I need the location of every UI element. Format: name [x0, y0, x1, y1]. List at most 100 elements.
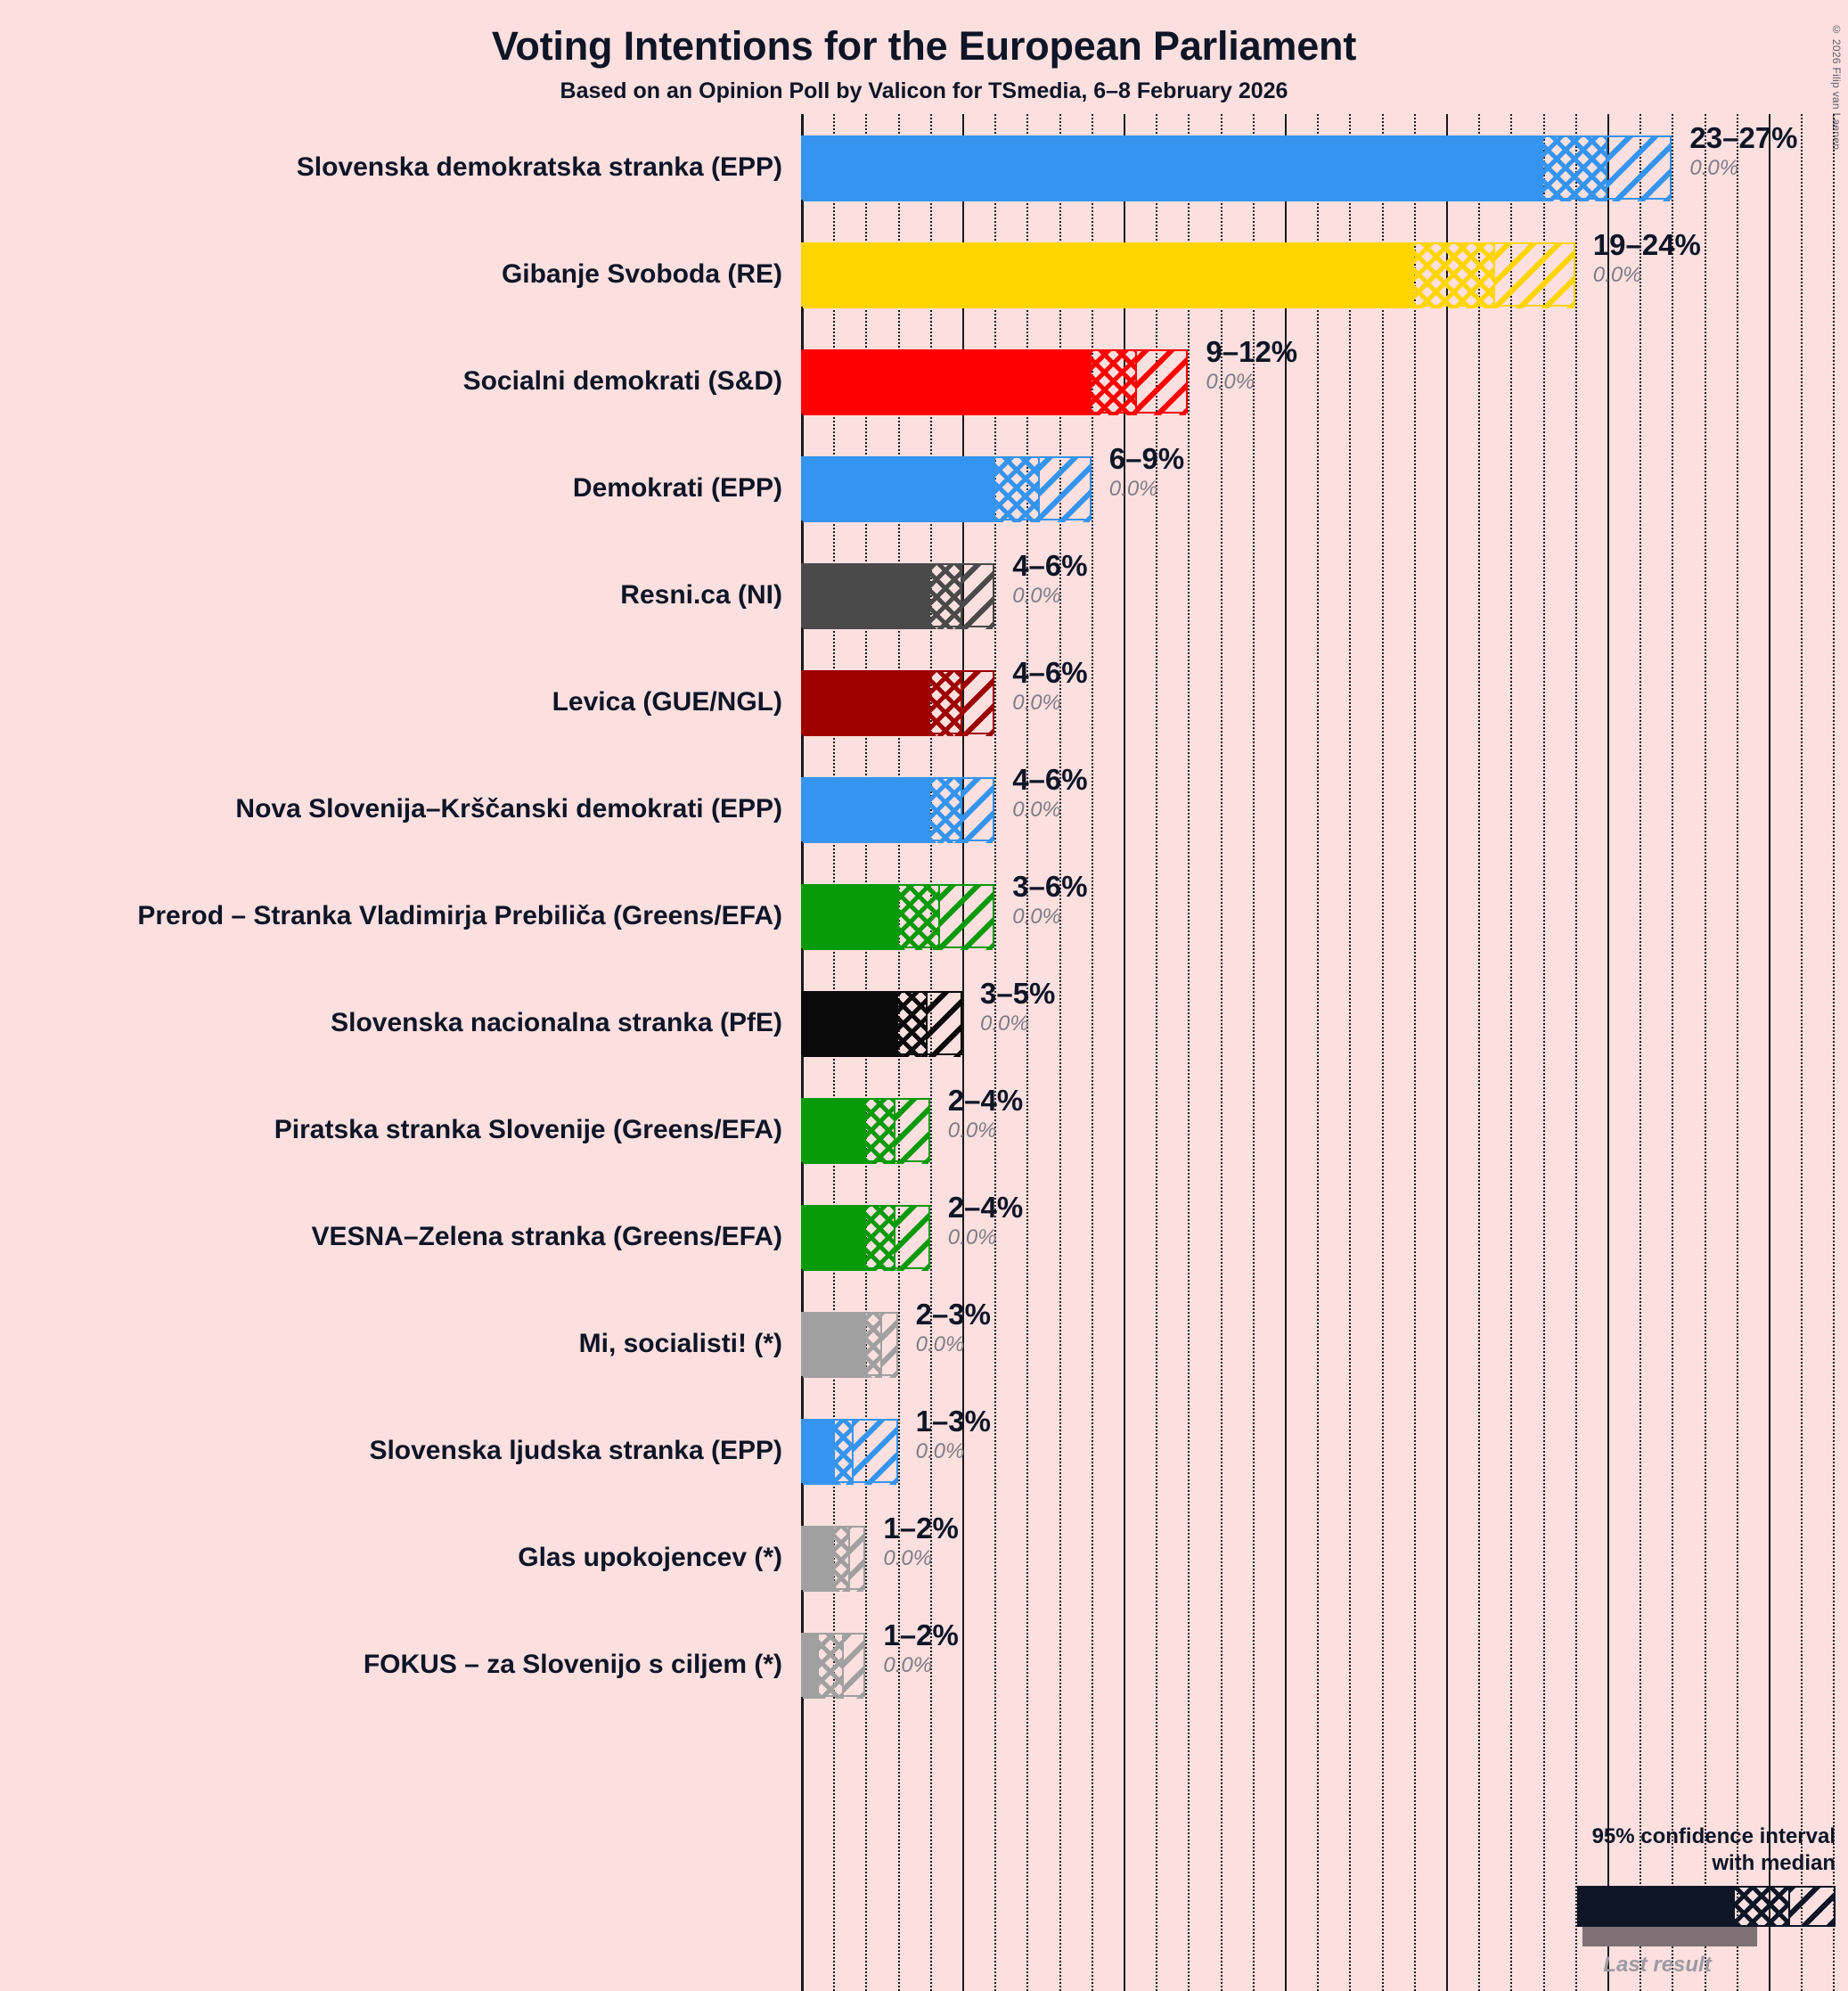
bar-row: FOKUS – za Slovenijo s ciljem (*) 1–2% 0.0… [0, 1611, 1848, 1718]
bar-segment-median-crosshatch [866, 1207, 895, 1271]
gridline-minor [1381, 114, 1384, 1991]
legend-swatches [1479, 1886, 1836, 1950]
bar-range-label: 19–24% [1592, 228, 1701, 261]
gridline-major [1446, 114, 1448, 1991]
bar-segment-solid [803, 458, 995, 522]
gridline-minor [1413, 114, 1416, 1991]
bar-segment-median-crosshatch [1092, 351, 1137, 415]
bar-value-labels: 1–2% 0.0% [883, 1512, 958, 1572]
bar-row-label: Slovenska nacionalna stranka (PfE) [331, 1008, 782, 1037]
bar-last-result-label: 0.0% [1689, 156, 1739, 180]
bar-row: Glas upokojencev (*) 1–2% 0.0% [0, 1504, 1848, 1611]
bar-container [801, 1633, 866, 1699]
bar-range-label: 3–5% [980, 977, 1056, 1010]
bar-value-labels: 1–3% 0.0% [916, 1405, 991, 1465]
bar-segment-upper-diagonal [1136, 351, 1187, 415]
bar-segment-median-crosshatch [866, 1314, 882, 1378]
bar-container [801, 991, 962, 1057]
gridline-minor [1220, 114, 1222, 1991]
bar-container [801, 349, 1189, 415]
bar-range-label: 4–6% [1012, 656, 1088, 689]
confidence-interval-bar [801, 242, 1575, 308]
bar-segment-median-crosshatch [930, 672, 963, 736]
gridline-major [1124, 114, 1125, 1991]
bar-segment-upper-diagonal [895, 1100, 928, 1164]
bar-container [801, 884, 995, 950]
bar-last-result-label: 0.0% [980, 1012, 1029, 1036]
bar-container [801, 135, 1672, 201]
bar-value-labels: 2–3% 0.0% [916, 1298, 991, 1358]
bar-row: Resni.ca (NI) 4–6% 0.0% [0, 542, 1848, 649]
bar-last-result-label: 0.0% [947, 1225, 997, 1249]
bar-last-result-label: 0.0% [1012, 798, 1061, 822]
bar-value-labels: 6–9% 0.0% [1109, 442, 1184, 503]
bar-segment-solid [803, 1314, 867, 1378]
confidence-interval-bar [801, 135, 1672, 201]
bar-last-result-label: 0.0% [883, 1653, 933, 1677]
confidence-interval-bar [801, 991, 962, 1057]
gridline-minor [1188, 114, 1190, 1991]
bar-row: Mi, socialisti! (*) 2–3% 0.0% [0, 1290, 1848, 1397]
bar-segment-median-crosshatch [834, 1528, 850, 1592]
legend-ci-swatch [1577, 1886, 1836, 1927]
bar-segment-upper-diagonal [895, 1207, 928, 1271]
gridline-minor [1801, 114, 1803, 1991]
bar-container [801, 563, 995, 629]
legend-segment-upper-diagonal [1790, 1888, 1834, 1925]
bar-segment-solid [803, 886, 899, 950]
gridline-minor [1736, 114, 1738, 1991]
bar-last-result-label: 0.0% [883, 1546, 933, 1570]
bar-range-label: 23–27% [1689, 121, 1798, 154]
gridline-minor [1156, 114, 1158, 1991]
confidence-interval-bar [801, 777, 995, 843]
bar-row-label: Piratska stranka Slovenije (Greens/EFA) [274, 1115, 782, 1144]
bar-row: Slovenska ljudska stranka (EPP) 1–3% 0.0% [0, 1397, 1848, 1504]
bar-range-label: 1–2% [883, 1618, 959, 1651]
bar-row-label: Mi, socialisti! (*) [578, 1329, 782, 1358]
bar-last-result-label: 0.0% [1592, 263, 1642, 287]
bar-value-labels: 9–12% 0.0% [1206, 335, 1297, 396]
gridline-major [1607, 114, 1609, 1991]
confidence-interval-bar [801, 1419, 898, 1485]
bar-segment-solid [803, 1100, 867, 1164]
confidence-interval-bar [801, 349, 1189, 415]
page-title: Voting Intentions for the European Parli… [491, 23, 1357, 69]
bar-row-label: VESNA–Zelena stranka (Greens/EFA) [311, 1222, 782, 1251]
bar-last-result-label: 0.0% [1012, 691, 1061, 715]
bar-segment-median-crosshatch [898, 993, 928, 1057]
page-subtitle: Based on an Opinion Poll by Valicon for … [560, 78, 1288, 103]
gridline-minor [1026, 114, 1029, 1991]
legend-segment-solid [1579, 1888, 1735, 1925]
bar-row-label: Slovenska ljudska stranka (EPP) [369, 1436, 782, 1465]
bar-segment-median-crosshatch [834, 1421, 854, 1485]
gridline-minor [1639, 114, 1642, 1991]
confidence-interval-bar [801, 563, 995, 629]
bar-row-label: Prerod – Stranka Vladimirja Prebiliča (G… [137, 901, 782, 930]
legend: 95% confidence interval with median Last… [1479, 1823, 1836, 1979]
bar-row-label: Nova Slovenija–Krščanski demokrati (EPP) [235, 794, 782, 823]
legend-segment-median-crosshatch [1735, 1888, 1790, 1925]
gridline-minor [1833, 114, 1836, 1991]
bar-segment-median-crosshatch [1542, 137, 1608, 201]
confidence-interval-bar [801, 1312, 898, 1378]
bar-segment-solid [803, 1421, 835, 1485]
bar-segment-solid [803, 779, 931, 843]
bar-container [801, 777, 995, 843]
gridline-minor [1672, 114, 1674, 1991]
bar-segment-median-crosshatch [866, 1100, 895, 1164]
bar-segment-median-crosshatch [930, 565, 963, 629]
confidence-interval-bar [801, 884, 995, 950]
bar-value-labels: 1–2% 0.0% [883, 1618, 958, 1679]
bar-value-labels: 2–4% 0.0% [948, 1084, 1023, 1144]
bar-row: Slovenska nacionalna stranka (PfE) 3–5% 0.… [0, 970, 1848, 1077]
bar-container [801, 242, 1575, 308]
bar-row-label: Slovenska demokratska stranka (EPP) [296, 152, 782, 182]
bar-range-label: 9–12% [1206, 335, 1298, 368]
bar-row-label: Socialni demokrati (S&D) [462, 366, 782, 396]
bar-value-labels: 4–6% 0.0% [1012, 763, 1087, 823]
bar-range-label: 1–2% [883, 1512, 959, 1544]
bar-container [801, 1526, 866, 1592]
bar-last-result-label: 0.0% [1012, 584, 1061, 608]
gridline-major [962, 114, 964, 1991]
gridline-minor [994, 114, 997, 1991]
